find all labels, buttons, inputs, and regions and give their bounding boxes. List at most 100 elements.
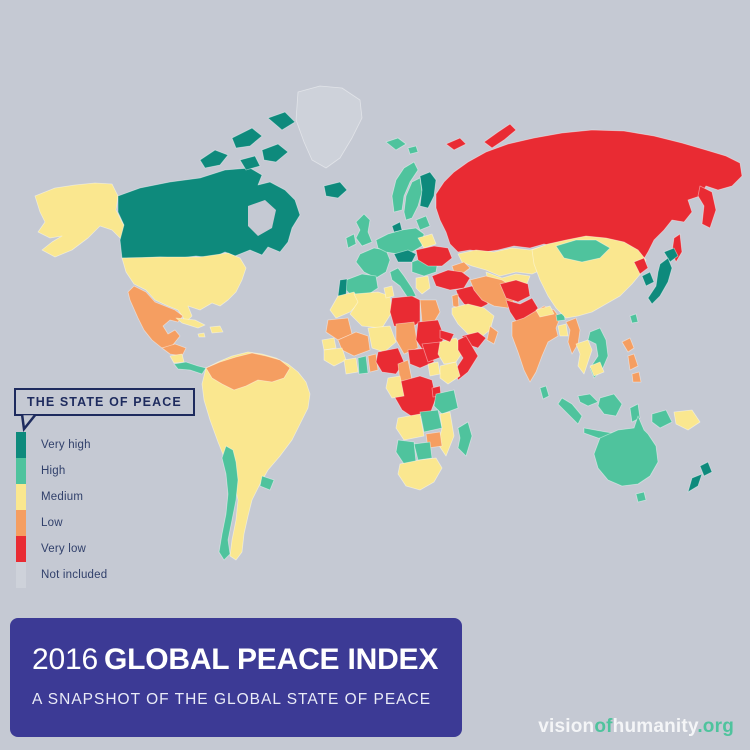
map-region-eritrea [439,329,455,343]
map-region-philippines2 [627,353,639,371]
map-region-iceland [323,181,348,199]
map-region-bangladesh [557,323,569,337]
map-region-north-korea [633,257,649,275]
map-region-nicaragua [169,353,185,364]
map-region-oman [486,325,499,345]
visionofhumanity-link[interactable]: visionofhumanity.org [538,716,734,738]
map-region-botswana [413,441,433,461]
map-region-canada-arctic3 [261,143,289,163]
map-region-sri-lanka [539,385,550,400]
legend-label-very-low: Very low [41,543,87,555]
map-region-taiwan [629,313,639,324]
map-region-morocco [329,291,361,319]
map-region-baltics [415,215,431,231]
map-region-alaska [34,182,131,258]
map-region-uruguay [259,475,275,491]
banner-year: 2016 [32,643,98,676]
hudson-bay-water [248,200,276,236]
map-region-angola [395,413,425,441]
legend-item-medium: Medium [16,484,107,510]
map-region-france [355,247,391,279]
map-region-papua-new-guinea [673,409,701,431]
map-region-finland [419,171,437,209]
map-region-nepal [535,305,555,318]
legend-label-low: Low [41,517,63,529]
map-region-greece [415,275,431,295]
legend-label-high: High [41,465,66,477]
map-region-ukraine [415,245,453,267]
map-region-svalbard2 [407,145,419,155]
map-region-ireland [345,233,357,249]
map-region-denmark [391,221,403,233]
footer-part-vision: vision [538,716,595,737]
map-region-south-korea [641,271,655,287]
legend-label-not-included: Not included [41,569,108,581]
legend-swatch-high [16,458,26,484]
map-region-colombia-venezuela [205,352,291,391]
map-region-philippines3 [631,371,642,383]
map-region-china [531,235,647,319]
legend: Very high High Medium Low Very low Not i… [16,432,107,588]
legend-item-low: Low [16,510,107,536]
legend-swatch-very-low [16,536,26,562]
map-region-ghana [357,355,369,375]
map-region-russia [435,129,743,263]
map-region-chile [218,445,239,561]
map-region-malaysia [577,393,599,407]
legend-label-very-high: Very high [41,439,91,451]
map-region-afghanistan [499,279,531,303]
map-region-new-zealand-north [699,461,713,477]
legend-swatch-low [16,510,26,536]
map-region-uk [355,213,373,247]
map-region-canada-arctic1 [199,149,229,169]
map-region-greenland [295,85,363,169]
legend-swatch-medium [16,484,26,510]
legend-item-very-low: Very low [16,536,107,562]
map-region-svalbard1 [385,137,407,151]
map-region-mozambique [437,411,455,457]
footer-part-humanity: humanity [612,716,698,737]
legend-tail-shape [20,414,38,432]
banner-title-text: GLOBAL PEACE INDEX [103,643,439,676]
legend-title: THE STATE OF PEACE [14,388,195,416]
map-region-senegal [321,337,337,351]
map-region-west-papua [651,409,673,429]
map-region-israel-jordan [451,293,460,309]
map-region-kenya [439,361,461,385]
map-region-sumatra [557,397,583,425]
map-region-belarus [417,233,437,249]
map-region-nigeria [375,347,405,375]
map-region-ivory-coast [343,357,359,375]
map-region-turkey [431,269,471,291]
map-region-bhutan [555,312,566,322]
map-region-canada-arctic2 [231,127,263,149]
map-region-india [511,305,561,383]
map-region-japan-honshu [647,257,673,305]
map-region-namibia [395,439,417,465]
map-region-cambodia [589,361,605,377]
banner-title: 2016 GLOBAL PEACE INDEX [32,643,440,677]
map-region-congo-gabon [385,375,405,399]
map-region-australia [593,415,659,487]
map-region-philippines1 [621,337,635,353]
map-region-jamaica [197,332,206,338]
footer-part-org: .org [697,716,734,737]
map-region-kamchatka [697,185,717,229]
map-region-italy [389,267,417,299]
map-region-uganda [427,361,441,377]
map-region-borneo [597,393,623,417]
map-region-guinea [323,347,347,367]
map-region-franz-josef [445,137,467,151]
map-region-norway [391,161,419,213]
map-region-guatemala-honduras [161,343,187,357]
map-region-madagascar [457,421,473,457]
legend-swatch-not-included [16,562,26,588]
footer-part-of: of [594,716,613,737]
legend-item-very-high: Very high [16,432,107,458]
map-region-south-america [201,351,311,561]
map-region-niger [367,325,397,353]
map-region-togo-benin [367,353,379,373]
map-region-cuba [175,317,206,329]
